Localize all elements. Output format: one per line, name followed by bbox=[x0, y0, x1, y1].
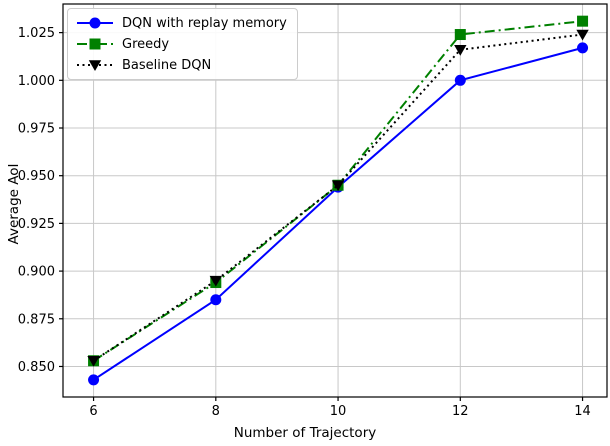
x-tick-label: 6 bbox=[89, 404, 97, 419]
y-tick-label: 0.875 bbox=[18, 312, 55, 327]
x-tick-label: 8 bbox=[212, 404, 220, 419]
series-marker-triangle-down bbox=[331, 180, 345, 192]
y-axis-title: Average AoI bbox=[6, 163, 22, 245]
series-marker-circle bbox=[210, 294, 222, 306]
y-tick-label: 0.975 bbox=[18, 122, 55, 137]
y-tick-label: 1.000 bbox=[18, 74, 55, 89]
y-tick-label: 0.850 bbox=[18, 360, 55, 375]
legend: DQN with replay memory Greedy Baseline D… bbox=[67, 8, 298, 80]
series-marker-square bbox=[454, 29, 466, 41]
series-marker-triangle-down bbox=[88, 60, 102, 71]
legend-label: Greedy bbox=[122, 36, 170, 52]
series-marker-circle bbox=[577, 42, 589, 54]
series-marker-circle bbox=[454, 74, 466, 86]
y-tick-label: 0.925 bbox=[18, 217, 55, 232]
x-tick-label: 14 bbox=[574, 404, 591, 419]
series-marker-triangle-down bbox=[576, 29, 589, 41]
series-marker-triangle-down bbox=[454, 44, 467, 56]
x-tick-label: 10 bbox=[330, 404, 347, 419]
series-triangle-down bbox=[87, 29, 589, 367]
series-marker-circle bbox=[89, 17, 101, 29]
series-marker-triangle-down bbox=[87, 355, 100, 367]
series-marker-square bbox=[89, 38, 101, 50]
legend-line-circle-icon bbox=[77, 17, 113, 29]
y-tick-label: 1.025 bbox=[18, 26, 55, 41]
series-marker-square bbox=[577, 15, 589, 27]
legend-item: Baseline DQN bbox=[76, 56, 287, 74]
series-marker-triangle-down bbox=[209, 275, 223, 287]
legend-item: DQN with replay memory bbox=[76, 14, 287, 32]
legend-item: Greedy bbox=[76, 35, 287, 53]
y-tick-label: 0.950 bbox=[18, 169, 55, 184]
legend-label: DQN with replay memory bbox=[122, 15, 287, 31]
x-tick-label: 12 bbox=[452, 404, 469, 419]
legend-label: Baseline DQN bbox=[122, 57, 212, 73]
legend-line-triangle-icon bbox=[77, 60, 113, 71]
x-axis-title: Number of Trajectory bbox=[233, 425, 377, 441]
axes-frame bbox=[62, 3, 608, 398]
series-marker-circle bbox=[88, 374, 100, 386]
legend-line-square-icon bbox=[77, 38, 113, 50]
y-tick-label: 0.900 bbox=[18, 265, 55, 280]
